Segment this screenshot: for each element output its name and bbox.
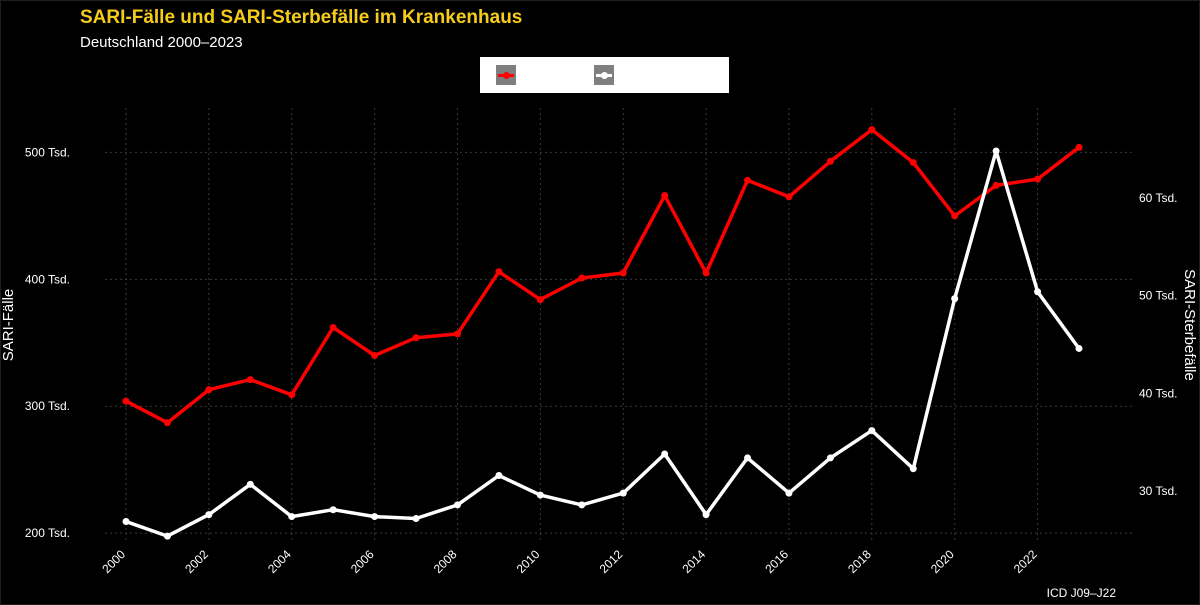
series-point-2 xyxy=(122,517,130,525)
legend xyxy=(480,57,729,93)
series-point-1 xyxy=(619,269,627,277)
series-point-1 xyxy=(495,268,503,276)
series-point-1 xyxy=(163,419,171,427)
series-point-2 xyxy=(329,506,337,514)
series-point-1 xyxy=(329,324,337,332)
series-point-2 xyxy=(495,472,503,480)
x-tick-label: 2004 xyxy=(265,547,294,576)
x-tick-label: 2022 xyxy=(1011,547,1040,576)
series-point-2 xyxy=(246,480,254,488)
series-point-1 xyxy=(536,296,544,304)
series-point-2 xyxy=(619,489,627,497)
series-point-1 xyxy=(205,386,213,394)
y-left-tick-label: 500 Tsd. xyxy=(25,145,70,159)
series-point-2 xyxy=(909,465,917,473)
x-tick-label: 2002 xyxy=(182,547,211,576)
x-tick-label: 2018 xyxy=(845,547,874,576)
series-point-2 xyxy=(826,454,834,462)
series-point-2 xyxy=(288,513,296,521)
y-left-axis-title: SARI-Fälle xyxy=(0,289,17,362)
series-point-1 xyxy=(661,192,669,200)
series-point-2 xyxy=(702,511,710,519)
x-tick-label: 2010 xyxy=(514,547,543,576)
series-point-2 xyxy=(371,513,379,521)
series-point-2 xyxy=(578,501,586,509)
x-tick-label: 2020 xyxy=(928,547,957,576)
legend-key-red xyxy=(496,65,516,85)
series-point-2 xyxy=(992,147,1000,155)
y-right-axis-title: SARI-Sterbefälle xyxy=(1181,269,1198,381)
series-point-1 xyxy=(909,159,917,167)
series-point-1 xyxy=(1034,175,1042,183)
series-point-2 xyxy=(868,427,876,435)
series-point-2 xyxy=(453,501,461,509)
series-point-2 xyxy=(1034,288,1042,296)
x-tick-label: 2014 xyxy=(679,547,708,576)
y-left-tick-label: 300 Tsd. xyxy=(25,399,70,413)
series-point-1 xyxy=(453,330,461,338)
series-point-2 xyxy=(951,295,959,303)
series-point-2 xyxy=(744,454,752,462)
series-point-2 xyxy=(536,491,544,499)
series-point-1 xyxy=(826,157,834,165)
series-line-1 xyxy=(124,127,1081,425)
series-point-2 xyxy=(661,450,669,458)
y-right-tick-label: 40 Tsd. xyxy=(1139,386,1177,400)
series-point-1 xyxy=(868,126,876,134)
y-left-tick-label: 400 Tsd. xyxy=(25,272,70,286)
series-point-1 xyxy=(412,334,420,342)
series-point-2 xyxy=(1075,344,1083,352)
series-point-1 xyxy=(992,181,1000,189)
series-point-2 xyxy=(205,511,213,519)
x-tick-label: 2016 xyxy=(762,547,791,576)
chart-title: SARI-Fälle und SARI-Sterbefälle im Krank… xyxy=(80,7,523,28)
series-point-1 xyxy=(951,212,959,220)
series-point-2 xyxy=(163,532,171,540)
y-left-tick-label: 200 Tsd. xyxy=(25,526,70,540)
x-tick-label: 2000 xyxy=(99,547,128,576)
x-tick-label: 2012 xyxy=(597,547,626,576)
chart-subtitle: Deutschland 2000–2023 xyxy=(80,34,243,51)
series-line-2 xyxy=(124,149,1081,538)
y-right-tick-label: 60 Tsd. xyxy=(1139,191,1177,205)
legend-key-white xyxy=(594,65,614,85)
series-point-1 xyxy=(371,351,379,359)
series-point-1 xyxy=(288,391,296,399)
series-point-2 xyxy=(785,489,793,497)
series-point-1 xyxy=(785,193,793,201)
y-right-tick-label: 30 Tsd. xyxy=(1139,484,1177,498)
series-point-1 xyxy=(578,274,586,282)
series-point-1 xyxy=(702,269,710,277)
series-point-1 xyxy=(1075,143,1083,151)
series-point-1 xyxy=(122,397,130,405)
series-point-2 xyxy=(412,515,420,523)
series-point-1 xyxy=(744,176,752,184)
y-right-tick-label: 50 Tsd. xyxy=(1139,289,1177,303)
x-tick-label: 2008 xyxy=(431,547,460,576)
x-tick-label: 2006 xyxy=(348,547,377,576)
chart-caption: ICD J09–J22 xyxy=(1046,586,1116,600)
series-point-1 xyxy=(246,376,254,384)
